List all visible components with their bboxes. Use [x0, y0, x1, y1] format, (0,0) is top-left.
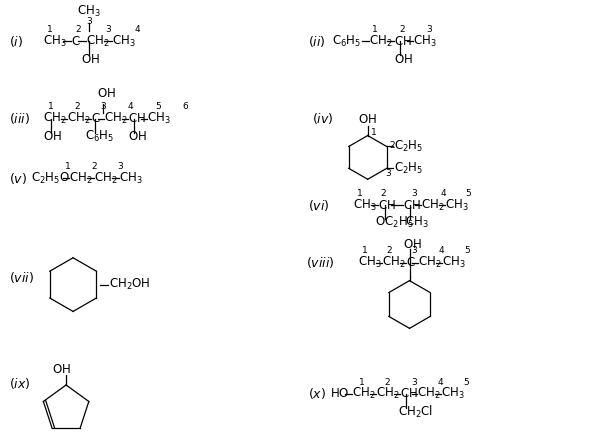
- Text: $\mathrm{C_2H_5}$: $\mathrm{C_2H_5}$: [393, 161, 423, 176]
- Text: 4: 4: [441, 189, 446, 198]
- Text: 2: 2: [400, 25, 405, 34]
- Text: $\mathrm{C}$: $\mathrm{C}$: [405, 256, 415, 269]
- Text: 2: 2: [74, 102, 80, 111]
- Text: 4: 4: [438, 377, 443, 387]
- Text: $\mathrm{CH_2}$: $\mathrm{CH_2}$: [418, 386, 441, 401]
- Text: $\mathrm{OH}$: $\mathrm{OH}$: [393, 53, 413, 66]
- Text: $\mathrm{OH}$: $\mathrm{OH}$: [358, 113, 376, 126]
- Text: $\mathrm{CH}$: $\mathrm{CH}$: [402, 198, 421, 211]
- Text: $(iii)$: $(iii)$: [9, 111, 30, 126]
- Text: $\mathrm{CH_3}$: $\mathrm{CH_3}$: [443, 255, 466, 270]
- Text: 2: 2: [75, 25, 81, 34]
- Text: $\mathrm{CH_3}$: $\mathrm{CH_3}$: [353, 198, 376, 213]
- Text: 1: 1: [359, 377, 365, 387]
- Text: 5: 5: [464, 246, 470, 255]
- Text: $(vi)$: $(vi)$: [308, 198, 330, 213]
- Text: $\mathrm{CH_2}$: $\mathrm{CH_2}$: [376, 386, 399, 401]
- Text: $\mathrm{C_6H_5}$: $\mathrm{C_6H_5}$: [85, 129, 114, 144]
- Text: $(v)$: $(v)$: [9, 171, 27, 186]
- Text: 1: 1: [362, 246, 368, 255]
- Text: 1: 1: [65, 162, 71, 171]
- Text: 3: 3: [412, 377, 418, 387]
- Text: $\mathrm{CH_2}$: $\mathrm{CH_2}$: [382, 255, 405, 270]
- Text: $\mathrm{CH_3}$: $\mathrm{CH_3}$: [446, 198, 469, 213]
- Text: $\mathrm{CH}$: $\mathrm{CH}$: [128, 112, 146, 125]
- Text: 5: 5: [466, 189, 471, 198]
- Text: $(iv)$: $(iv)$: [312, 111, 333, 126]
- Text: $\mathrm{OH}$: $\mathrm{OH}$: [81, 53, 100, 66]
- Text: 4: 4: [128, 102, 134, 111]
- Text: $\mathrm{CH_2}$: $\mathrm{CH_2}$: [104, 111, 127, 126]
- Text: 5: 5: [155, 102, 160, 111]
- Text: $\mathrm{OH}$: $\mathrm{OH}$: [43, 130, 62, 143]
- Text: $\mathrm{CH}$: $\mathrm{CH}$: [378, 198, 396, 211]
- Text: 1: 1: [47, 25, 53, 34]
- Text: $\mathrm{CH_3}$: $\mathrm{CH_3}$: [147, 111, 171, 126]
- Text: $\mathrm{CH_3}$: $\mathrm{CH_3}$: [112, 33, 135, 49]
- Text: $\mathrm{CH}$: $\mathrm{CH}$: [399, 388, 418, 401]
- Text: $\mathrm{CH_3}$: $\mathrm{CH_3}$: [43, 33, 67, 49]
- Text: $\mathrm{CH_2}$: $\mathrm{CH_2}$: [418, 255, 442, 270]
- Text: $\mathrm{OH}$: $\mathrm{OH}$: [128, 130, 147, 143]
- Text: $\mathrm{C}$: $\mathrm{C}$: [71, 35, 81, 48]
- Text: $\mathrm{CH_3}$: $\mathrm{CH_3}$: [413, 33, 437, 49]
- Text: 2: 2: [390, 141, 395, 150]
- Text: $(x)$: $(x)$: [308, 386, 326, 401]
- Text: $\mathrm{CH_2}$: $\mathrm{CH_2}$: [94, 171, 118, 186]
- Text: $\mathrm{CH_3}$: $\mathrm{CH_3}$: [358, 255, 381, 270]
- Text: $\mathrm{CH_3}$: $\mathrm{CH_3}$: [404, 215, 428, 230]
- Text: $\mathrm{C_6H_5}$: $\mathrm{C_6H_5}$: [332, 33, 361, 49]
- Text: $\mathrm{C_2H_5O}$: $\mathrm{C_2H_5O}$: [31, 171, 70, 186]
- Text: $(i)$: $(i)$: [9, 33, 24, 49]
- Text: $\mathrm{OH}$: $\mathrm{OH}$: [52, 363, 71, 376]
- Text: 3: 3: [100, 102, 106, 111]
- Text: $\mathrm{C_2H_5}$: $\mathrm{C_2H_5}$: [393, 139, 423, 154]
- Text: 2: 2: [385, 377, 390, 387]
- Text: 4: 4: [438, 246, 444, 255]
- Text: $\mathrm{CH}$: $\mathrm{CH}$: [393, 35, 412, 48]
- Text: $(vii)$: $(vii)$: [9, 270, 35, 285]
- Text: $\mathrm{CH_2}$: $\mathrm{CH_2}$: [67, 111, 90, 126]
- Text: $\mathrm{OH}$: $\mathrm{OH}$: [402, 238, 421, 252]
- Text: 1: 1: [372, 25, 378, 34]
- Text: $\mathrm{HO}$: $\mathrm{HO}$: [330, 388, 350, 401]
- Text: $\mathrm{CH_2}$: $\mathrm{CH_2}$: [421, 198, 445, 213]
- Text: 2: 2: [381, 189, 387, 198]
- Text: $\mathrm{CH_2}$: $\mathrm{CH_2}$: [43, 111, 67, 126]
- Text: 3: 3: [412, 246, 418, 255]
- Text: $\mathrm{CH_2}$: $\mathrm{CH_2}$: [368, 33, 392, 49]
- Text: 1: 1: [371, 128, 376, 137]
- Text: $\mathrm{OC_2H_5}$: $\mathrm{OC_2H_5}$: [375, 215, 413, 230]
- Text: $(viii)$: $(viii)$: [306, 255, 334, 270]
- Text: 3: 3: [427, 25, 432, 34]
- Text: 5: 5: [463, 377, 469, 387]
- Text: $\mathrm{CH_2}$: $\mathrm{CH_2}$: [69, 171, 93, 186]
- Text: $(ix)$: $(ix)$: [9, 376, 31, 392]
- Text: 3: 3: [412, 189, 418, 198]
- Text: $\mathrm{CH_2}$: $\mathrm{CH_2}$: [86, 33, 110, 49]
- Text: 4: 4: [135, 25, 141, 34]
- Text: $\mathrm{CH_3}$: $\mathrm{CH_3}$: [77, 4, 101, 19]
- Text: 2: 2: [387, 246, 392, 255]
- Text: 3: 3: [105, 25, 110, 34]
- Text: 3: 3: [385, 169, 392, 178]
- Text: 6: 6: [183, 102, 188, 111]
- Text: 3: 3: [117, 162, 123, 171]
- Text: $(ii)$: $(ii)$: [308, 33, 325, 49]
- Text: $\mathrm{OH}$: $\mathrm{OH}$: [97, 87, 116, 100]
- Text: $\mathrm{CH_2Cl}$: $\mathrm{CH_2Cl}$: [398, 404, 433, 420]
- Text: $\mathrm{C}$: $\mathrm{C}$: [91, 112, 101, 125]
- Text: $\mathrm{CH_2OH}$: $\mathrm{CH_2OH}$: [109, 277, 151, 292]
- Text: 1: 1: [357, 189, 362, 198]
- Text: $\mathrm{CH_2}$: $\mathrm{CH_2}$: [352, 386, 375, 401]
- Text: $\mathrm{CH_3}$: $\mathrm{CH_3}$: [119, 171, 143, 186]
- Text: 3: 3: [86, 17, 92, 26]
- Text: $\mathrm{CH_3}$: $\mathrm{CH_3}$: [441, 386, 465, 401]
- Text: 2: 2: [91, 162, 97, 171]
- Text: 1: 1: [49, 102, 54, 111]
